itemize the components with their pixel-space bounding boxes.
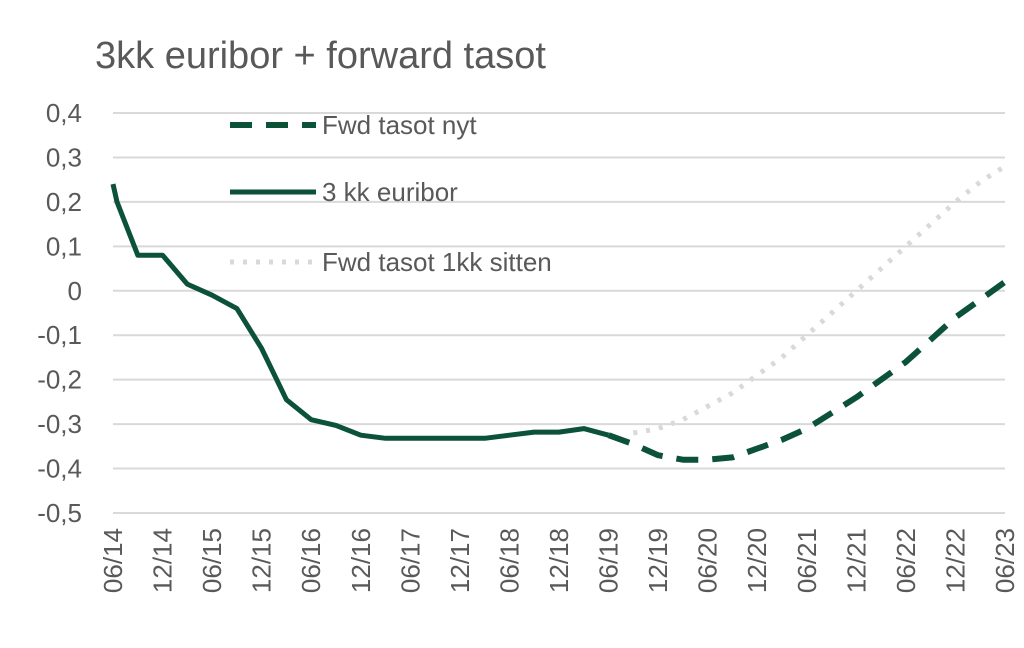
x-tick-label: 06/22 (891, 528, 921, 593)
x-tick-label: 06/17 (395, 528, 425, 593)
x-tick-label: 12/17 (445, 528, 475, 593)
series-line-0 (607, 279, 1007, 463)
y-tick-label: -0,3 (37, 409, 82, 439)
x-tick-label: 12/21 (841, 528, 871, 593)
legend-label-1: 3 kk euribor (322, 177, 458, 207)
y-tick-label: 0,1 (46, 231, 82, 261)
x-tick-label: 12/19 (643, 528, 673, 593)
x-tick-label: 12/18 (544, 528, 574, 593)
x-tick-label: 12/16 (346, 528, 376, 593)
y-tick-label: -0,5 (37, 498, 82, 528)
x-tick-label: 12/15 (247, 528, 277, 593)
series-line-1 (110, 183, 610, 441)
x-tick-label: 06/20 (693, 528, 723, 593)
x-tick-label: 12/20 (742, 528, 772, 593)
y-tick-label: 0,4 (46, 98, 82, 128)
x-tick-label: 06/18 (494, 528, 524, 593)
x-tick-label: 06/16 (296, 528, 326, 593)
grid-layer (113, 112, 1005, 514)
x-tick-label: 06/21 (792, 528, 822, 593)
x-axis-ticks: 06/14 12/14 06/15 12/15 06/16 12/16 06/17 12/17… (98, 528, 1020, 593)
series-line-2 (632, 164, 1007, 436)
series-layer (110, 164, 1007, 463)
x-tick-label: 06/14 (98, 528, 128, 593)
y-tick-label: 0 (68, 276, 82, 306)
legend: Fwd tasot nyt 3 kk euribor Fwd tasot 1kk s… (230, 110, 552, 277)
y-tick-label: 0,3 (46, 142, 82, 172)
y-tick-label: -0,2 (37, 365, 82, 395)
x-tick-label: 12/22 (940, 528, 970, 593)
x-tick-label: 06/19 (594, 528, 624, 593)
legend-label-0: Fwd tasot nyt (322, 110, 477, 140)
y-axis-ticks: 0,4 0,3 0,2 0,1 0 -0,1 -0,2 -0,3 -0,4 -0,5 (37, 98, 82, 528)
x-tick-label: 06/23 (990, 528, 1020, 593)
legend-label-2: Fwd tasot 1kk sitten (322, 247, 552, 277)
chart-title: 3kk euribor + forward tasot (95, 35, 546, 77)
y-tick-label: 0,2 (46, 187, 82, 217)
x-tick-label: 12/14 (148, 528, 178, 593)
y-tick-label: -0,4 (37, 454, 82, 484)
y-tick-label: -0,1 (37, 320, 82, 350)
x-tick-label: 06/15 (197, 528, 227, 593)
